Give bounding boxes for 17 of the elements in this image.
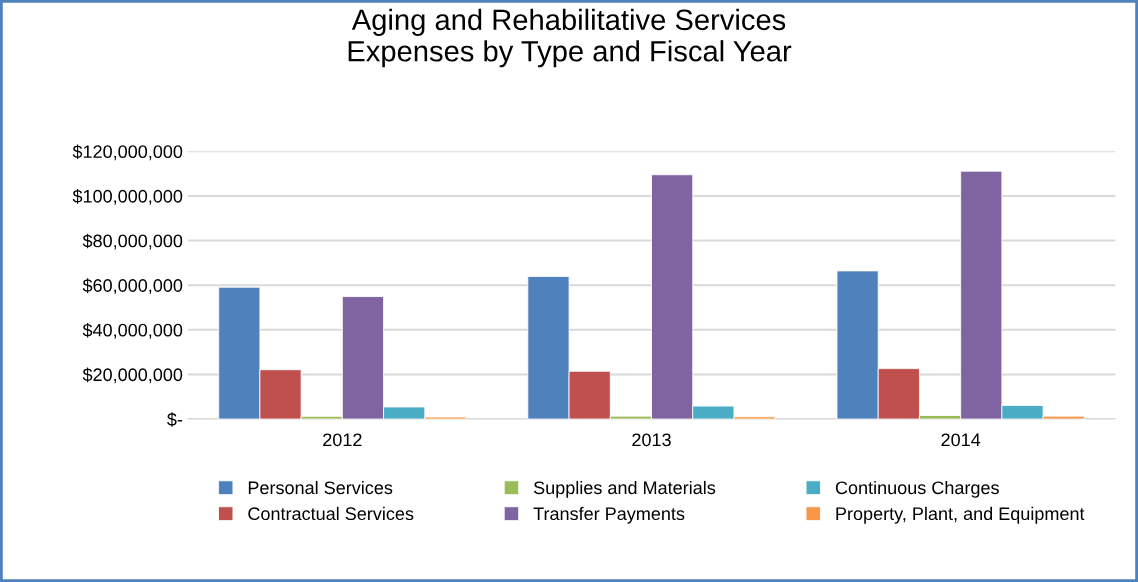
x-tick-label: 2013: [632, 433, 671, 447]
y-tick-label: $40,000,000: [82, 322, 183, 339]
x-tick-label: 2012: [323, 433, 362, 447]
chart-title: Aging and Rehabilitative Services Expenses by Type and Fiscal Year: [348, 8, 792, 68]
legend-label: Transfer Payments: [533, 506, 685, 524]
y-tick-label: $20,000,000: [82, 367, 183, 384]
y-tick-label: $120,000,000: [72, 144, 183, 161]
legend-label: Contractual Services: [248, 506, 414, 521]
legend-label: Continuous Charges: [835, 480, 999, 498]
x-tick-label: 2014: [941, 433, 981, 447]
legend-label: Supplies and Materials: [533, 480, 716, 498]
y-tick-label: $80,000,000: [82, 233, 183, 250]
legend-label: Personal Services: [248, 480, 393, 495]
y-tick-label: $-: [167, 412, 183, 427]
legend-label: Property, Plant, and Equipment: [836, 506, 1085, 524]
y-tick-label: $100,000,000: [72, 189, 183, 205]
y-tick-label: $60,000,000: [82, 278, 183, 295]
